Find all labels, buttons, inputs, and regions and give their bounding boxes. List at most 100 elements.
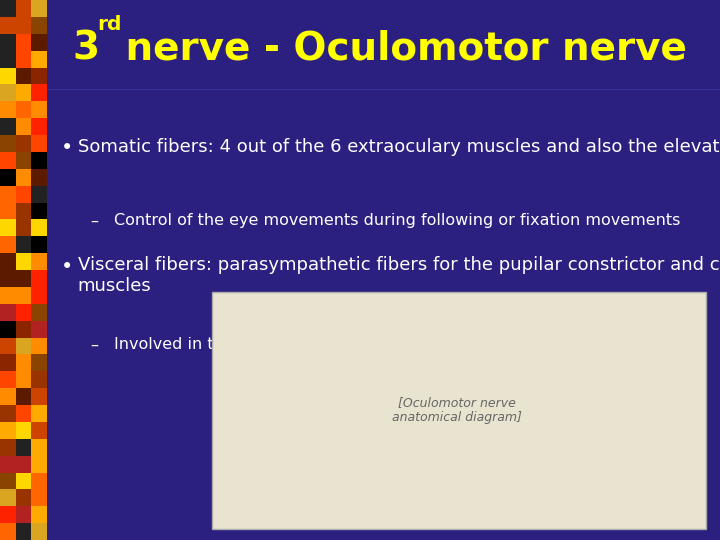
- Bar: [31, 422, 47, 438]
- Text: Somatic fibers: 4 out of the 6 extraoculary muscles and also the elevator of the: Somatic fibers: 4 out of the 6 extraocul…: [78, 138, 720, 156]
- Bar: [0, 354, 16, 372]
- Bar: [31, 270, 47, 287]
- Bar: [16, 135, 31, 152]
- Bar: [31, 17, 47, 33]
- Bar: [16, 507, 31, 523]
- Bar: [31, 321, 47, 338]
- Text: Visceral fibers: parasympathetic fibers for the pupilar constrictor and ciliary
: Visceral fibers: parasympathetic fibers …: [78, 256, 720, 295]
- Bar: [16, 338, 31, 354]
- Bar: [16, 168, 31, 186]
- Text: Involved in the accomodation pupilary reflexes: Involved in the accomodation pupilary re…: [114, 338, 491, 353]
- Bar: [16, 422, 31, 438]
- Bar: [31, 354, 47, 372]
- Bar: [16, 186, 31, 202]
- Bar: [31, 303, 47, 321]
- Bar: [31, 456, 47, 472]
- Bar: [0, 456, 16, 472]
- Bar: [31, 405, 47, 422]
- Bar: [0, 287, 16, 303]
- Bar: [0, 270, 16, 287]
- Bar: [16, 456, 31, 472]
- Bar: [0, 0, 16, 17]
- Bar: [0, 303, 16, 321]
- Text: –: –: [90, 338, 98, 353]
- Bar: [16, 405, 31, 422]
- Bar: [16, 33, 31, 51]
- Bar: [0, 152, 16, 168]
- Bar: [16, 68, 31, 84]
- Bar: [0, 68, 16, 84]
- Bar: [31, 438, 47, 456]
- Text: •: •: [61, 256, 73, 276]
- Bar: [31, 84, 47, 102]
- Bar: [16, 321, 31, 338]
- Bar: [0, 422, 16, 438]
- Bar: [16, 202, 31, 219]
- Bar: [16, 253, 31, 270]
- Bar: [0, 338, 16, 354]
- Bar: [16, 489, 31, 507]
- Bar: [16, 17, 31, 33]
- Bar: [0, 51, 16, 68]
- Bar: [31, 237, 47, 253]
- Bar: [16, 237, 31, 253]
- Bar: [0, 118, 16, 135]
- Bar: [16, 270, 31, 287]
- Bar: [31, 219, 47, 237]
- Bar: [0, 405, 16, 422]
- Bar: [31, 0, 47, 17]
- Bar: [31, 51, 47, 68]
- Bar: [31, 152, 47, 168]
- Bar: [31, 33, 47, 51]
- Text: rd: rd: [97, 15, 122, 34]
- Bar: [0, 237, 16, 253]
- Bar: [31, 118, 47, 135]
- Bar: [0, 84, 16, 102]
- Bar: [31, 253, 47, 270]
- Bar: [31, 287, 47, 303]
- Bar: [0, 372, 16, 388]
- Bar: [16, 372, 31, 388]
- Bar: [0, 489, 16, 507]
- Bar: [16, 51, 31, 68]
- Bar: [16, 118, 31, 135]
- Bar: [31, 168, 47, 186]
- Bar: [0, 135, 16, 152]
- Bar: [31, 507, 47, 523]
- Bar: [0, 523, 16, 540]
- Bar: [31, 338, 47, 354]
- Text: –: –: [90, 213, 98, 228]
- Bar: [16, 523, 31, 540]
- Bar: [16, 438, 31, 456]
- Bar: [0, 219, 16, 237]
- Bar: [212, 292, 706, 529]
- Bar: [0, 438, 16, 456]
- Text: Control of the eye movements during following or fixation movements: Control of the eye movements during foll…: [114, 213, 680, 228]
- Bar: [16, 287, 31, 303]
- Bar: [16, 0, 31, 17]
- Bar: [0, 472, 16, 489]
- Bar: [31, 202, 47, 219]
- Bar: [16, 388, 31, 405]
- Bar: [31, 523, 47, 540]
- Bar: [0, 17, 16, 33]
- Bar: [16, 102, 31, 118]
- Bar: [0, 102, 16, 118]
- Bar: [0, 168, 16, 186]
- Bar: [31, 388, 47, 405]
- Bar: [16, 152, 31, 168]
- Bar: [0, 186, 16, 202]
- Bar: [31, 472, 47, 489]
- Text: [Oculomotor nerve
anatomical diagram]: [Oculomotor nerve anatomical diagram]: [392, 396, 522, 424]
- Bar: [16, 472, 31, 489]
- Bar: [31, 489, 47, 507]
- Bar: [16, 219, 31, 237]
- Bar: [16, 303, 31, 321]
- Bar: [16, 354, 31, 372]
- Bar: [31, 372, 47, 388]
- Bar: [0, 253, 16, 270]
- Bar: [31, 68, 47, 84]
- Bar: [0, 33, 16, 51]
- Bar: [0, 321, 16, 338]
- Bar: [0, 507, 16, 523]
